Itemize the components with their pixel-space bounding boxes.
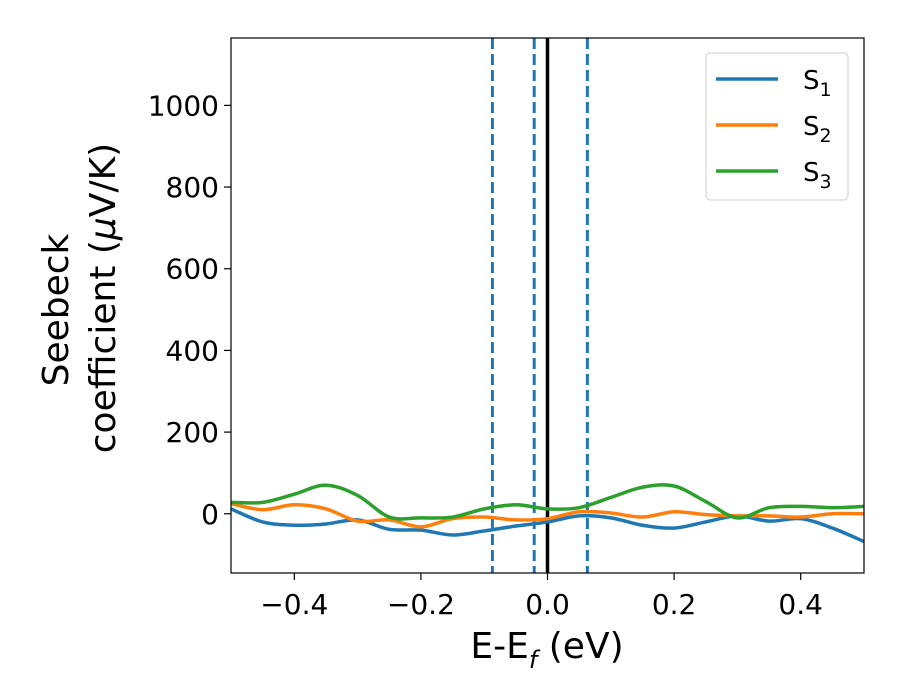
y-tick-label: 1000 bbox=[148, 89, 219, 122]
x-tick-label: −0.2 bbox=[387, 588, 455, 621]
x-axis-label: E-Ef (eV) bbox=[470, 626, 623, 674]
x-axis-ticks: −0.4 −0.2 0.0 0.2 0.4 bbox=[260, 573, 823, 621]
vertical-lines bbox=[490, 38, 589, 573]
y-tick-label: 800 bbox=[166, 171, 219, 204]
x-tick-label: −0.4 bbox=[260, 588, 328, 621]
series-line-S3 bbox=[231, 483, 864, 521]
series-line-S2 bbox=[231, 501, 864, 529]
legend-label-S2: S2 bbox=[803, 112, 832, 147]
series-lines bbox=[231, 483, 864, 544]
legend-label-S1: S1 bbox=[803, 66, 832, 101]
legend: S1 S2 S3 bbox=[705, 52, 849, 201]
x-tick-label: 0.4 bbox=[778, 588, 823, 621]
y-axis-ticks: 0 200 400 600 800 1000 bbox=[148, 89, 231, 531]
plot-content bbox=[231, 38, 864, 573]
y-tick-label: 600 bbox=[166, 253, 219, 286]
y-tick-label: 0 bbox=[201, 498, 219, 531]
x-tick-label: 0.0 bbox=[525, 588, 570, 621]
y-axis-label-line1: Seebeck bbox=[36, 233, 77, 386]
series-line-S1 bbox=[231, 507, 864, 544]
y-tick-label: 400 bbox=[166, 334, 219, 367]
legend-label-S3: S3 bbox=[803, 158, 832, 193]
x-tick-label: 0.2 bbox=[652, 588, 697, 621]
y-tick-label: 200 bbox=[166, 416, 219, 449]
y-axis-label-line2: coefficient (μV/K) bbox=[83, 143, 124, 453]
